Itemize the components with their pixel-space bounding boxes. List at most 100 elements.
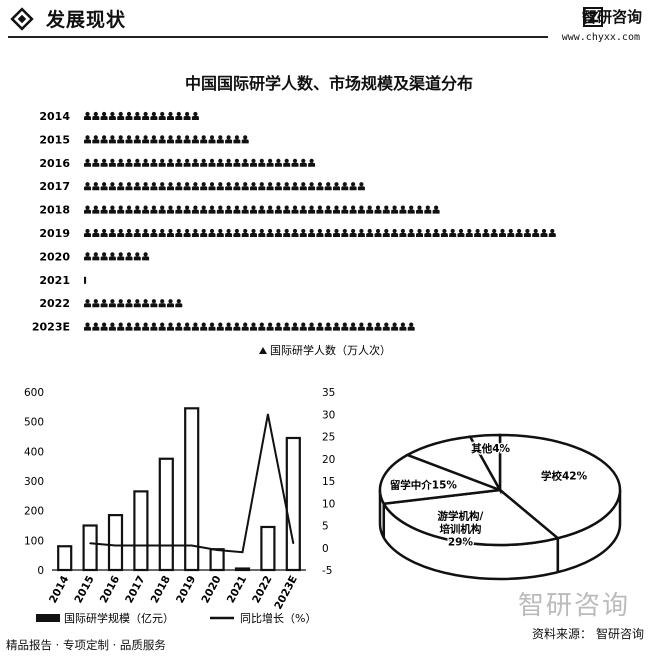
y-tick-label: 2022 xyxy=(39,297,70,310)
y-right-tick-label: 0 xyxy=(322,543,329,555)
person-icon xyxy=(225,158,233,167)
page-header: 发展现状 xyxy=(0,0,658,44)
y-tick-label: 2019 xyxy=(39,227,70,240)
y-right-tick-label: 15 xyxy=(322,476,335,488)
pie-slice xyxy=(381,488,561,547)
person-icon xyxy=(216,182,224,191)
x-tick-label: 2019 xyxy=(174,574,198,605)
person-icon xyxy=(108,228,116,237)
person-icon xyxy=(175,228,183,237)
person-icon xyxy=(100,228,108,237)
y-tick-label: 2021 xyxy=(39,274,70,287)
pie-label: 游学机构/培训机构 29% xyxy=(438,509,484,548)
data-point xyxy=(114,544,117,547)
person-icon xyxy=(100,299,108,308)
person-icon xyxy=(291,322,299,331)
person-icon xyxy=(158,205,166,214)
pie-slice xyxy=(468,433,502,495)
person-icon xyxy=(357,228,365,237)
person-icon xyxy=(266,182,274,191)
y-tick-label: 2016 xyxy=(39,157,70,170)
person-icon xyxy=(258,322,266,331)
y-right-tick-label: 25 xyxy=(322,432,335,444)
data-point xyxy=(89,542,91,545)
person-icon xyxy=(357,205,365,214)
data-point xyxy=(190,544,193,547)
y-right-tick-label: -5 xyxy=(322,565,332,577)
x-tick-label: 2016 xyxy=(98,574,122,605)
data-bar xyxy=(84,252,150,261)
person-icon xyxy=(407,228,415,237)
person-icon xyxy=(108,182,116,191)
person-icon xyxy=(225,228,233,237)
pie-label: 学校42% xyxy=(541,470,588,483)
person-icon xyxy=(100,182,108,191)
person-icon xyxy=(432,205,440,214)
person-icon xyxy=(258,182,266,191)
person-icon xyxy=(333,182,340,191)
person-icon xyxy=(283,158,291,167)
person-icon xyxy=(158,111,166,120)
person-icon xyxy=(283,228,291,237)
person-icon xyxy=(183,135,191,144)
data-bar xyxy=(84,322,415,331)
person-icon xyxy=(117,228,125,237)
person-icon xyxy=(283,322,291,331)
person-icon xyxy=(183,182,191,191)
data-bar xyxy=(107,514,124,572)
person-icon xyxy=(440,228,448,237)
x-tick-label: 2018 xyxy=(149,574,173,605)
person-icon xyxy=(200,135,208,144)
person-icon xyxy=(258,158,266,167)
y-tick-label: 2023E xyxy=(32,321,70,334)
y-right-tick-label: 20 xyxy=(322,454,335,466)
person-icon xyxy=(200,228,208,237)
brand-url: www.chyxx.com xyxy=(561,32,640,43)
person-icon xyxy=(391,228,399,237)
person-icon xyxy=(474,228,482,237)
person-icon xyxy=(92,135,100,144)
person-icon xyxy=(250,322,257,331)
person-icon xyxy=(382,205,390,214)
person-icon xyxy=(125,158,133,167)
person-icon xyxy=(225,205,233,214)
person-icon xyxy=(299,322,307,331)
x-tick-label: 2017 xyxy=(123,574,147,605)
person-icon xyxy=(258,205,266,214)
person-icon xyxy=(274,158,282,167)
person-icon xyxy=(108,252,116,261)
person-icon xyxy=(158,228,166,237)
pictograph-legend: 国际研学人数（万人次） xyxy=(259,343,391,357)
person-icon xyxy=(216,205,224,214)
person-icon xyxy=(499,228,506,237)
person-icon xyxy=(200,322,208,331)
person-icon xyxy=(175,135,183,144)
pie-slice xyxy=(378,453,501,506)
person-icon xyxy=(191,158,199,167)
person-icon xyxy=(316,182,324,191)
person-icon xyxy=(117,299,125,308)
y-right-tick-label: 10 xyxy=(322,498,335,510)
y-left-tick-label: 600 xyxy=(24,387,44,399)
person-icon xyxy=(316,322,324,331)
pie-label-line: 其他4% xyxy=(471,442,510,455)
person-icon xyxy=(191,322,199,331)
legend-marker xyxy=(259,347,267,354)
data-bar xyxy=(84,111,199,120)
person-icon xyxy=(150,322,158,331)
person-icon xyxy=(374,322,382,331)
person-icon xyxy=(133,135,141,144)
pictograph-chart: 2014 2015 2016 2017 2018 2019 2020 2021 2022 2023… xyxy=(32,110,556,334)
person-icon xyxy=(92,252,100,261)
person-icon xyxy=(457,228,465,237)
x-tick-label: 2014 xyxy=(47,574,71,605)
person-icon xyxy=(84,205,91,214)
brand-mark-icon xyxy=(582,7,603,27)
x-tick-label: 2021 xyxy=(225,574,249,605)
person-icon xyxy=(407,322,415,331)
person-icon xyxy=(92,111,100,120)
person-icon xyxy=(274,228,282,237)
person-icon xyxy=(324,322,332,331)
person-icon xyxy=(117,182,125,191)
person-icon xyxy=(382,322,390,331)
